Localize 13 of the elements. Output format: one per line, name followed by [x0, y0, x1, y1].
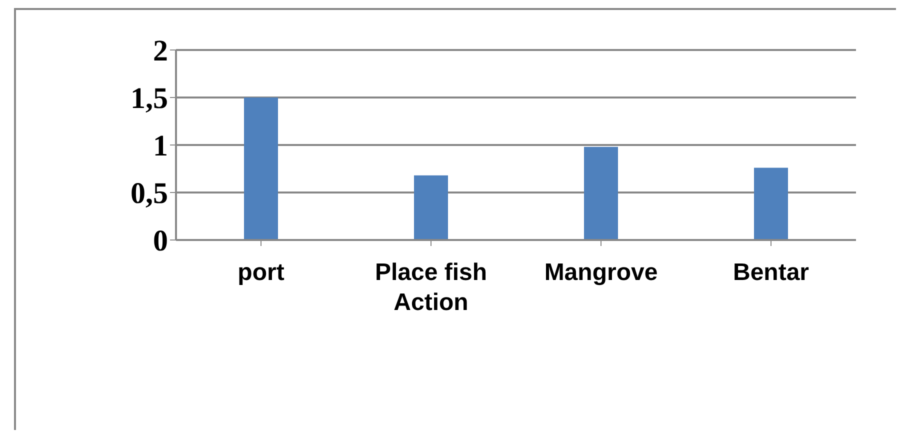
bar [414, 175, 448, 240]
y-tick-label: 0 [153, 224, 168, 258]
x-tick-label: Place fish Action [374, 259, 488, 316]
y-tick-label: 1,5 [130, 82, 168, 116]
x-tick-label: Mangrove [544, 259, 658, 286]
y-tick-label: 2 [153, 34, 168, 68]
y-tick-label: 0,5 [130, 177, 168, 210]
bar [584, 146, 618, 240]
x-tick-label: Bentar [732, 259, 810, 286]
bar [244, 98, 278, 240]
x-tick-label: port [238, 259, 284, 286]
y-tick-label: 1 [153, 130, 168, 163]
bar [754, 168, 788, 240]
